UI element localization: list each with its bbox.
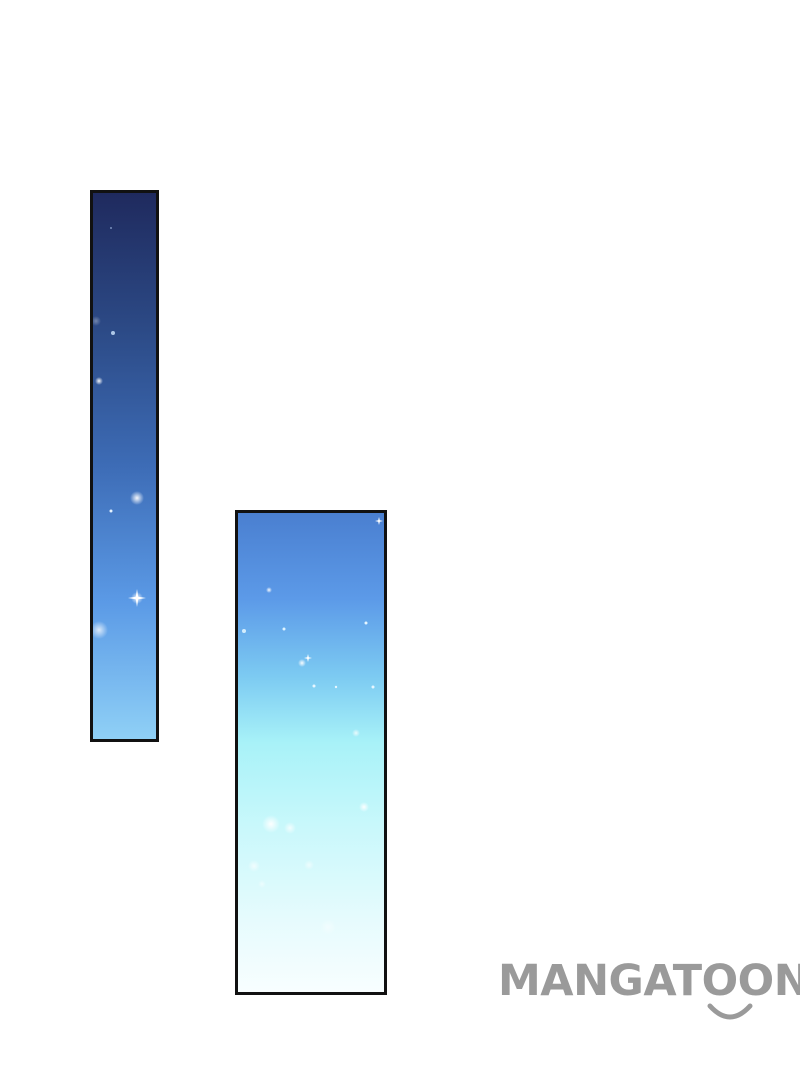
star-sparkle-icon [375, 517, 383, 525]
mangatoon-watermark: MANGATOON [498, 956, 800, 1026]
star-sparkle-icon [304, 654, 312, 662]
sparkles-left [93, 227, 146, 639]
sky-panel-wide [235, 510, 387, 995]
star-sparkle-icon [128, 589, 146, 607]
sparkles-right [242, 517, 383, 935]
smile-icon [707, 1003, 753, 1020]
night-sky-panel-narrow [90, 190, 159, 742]
watermark-text: MANGATOON [498, 956, 800, 1006]
